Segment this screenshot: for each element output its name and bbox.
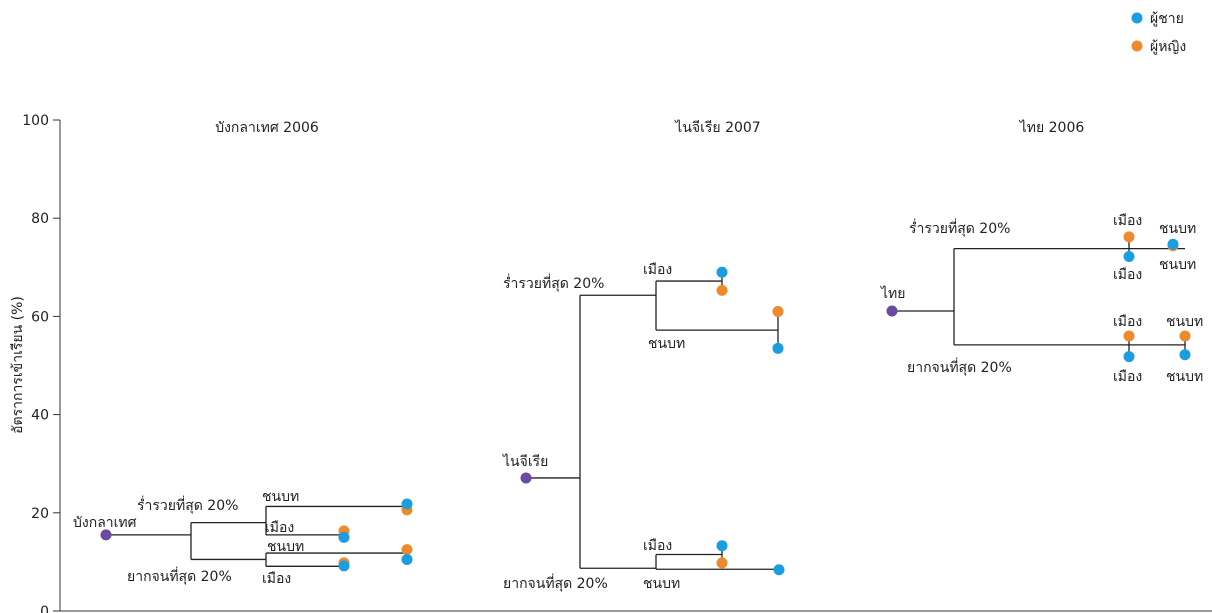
male-point — [1179, 349, 1191, 361]
sub-label-ng-rich-urban: เมือง — [643, 262, 672, 278]
female-point — [716, 284, 728, 296]
male-point — [338, 531, 350, 543]
y-tick-label: 60 — [31, 309, 49, 325]
sub-label-th-rich-urban-male: เมือง — [1113, 267, 1142, 283]
panel-title-bangladesh: บังกลาเทศ 2006 — [215, 120, 319, 136]
root-label-thailand: ไทย — [880, 285, 905, 302]
y-tick-label: 0 — [40, 604, 49, 613]
sub-label-ng-poor-urban: เมือง — [643, 538, 672, 554]
y-axis: 0 20 40 60 80 100 อัตราการเข้าเรียน (%) — [10, 113, 1212, 613]
female-point — [1123, 330, 1135, 342]
male-point — [401, 498, 413, 510]
group-label-bd-poorest: ยากจนที่สุด 20% — [127, 567, 232, 585]
female-point — [1123, 231, 1135, 243]
panel-title-nigeria: ไนจีเรีย 2007 — [674, 119, 760, 136]
root-point — [520, 472, 532, 484]
sub-label-bd-poor-rural: ชนบท — [267, 539, 304, 555]
male-point — [338, 560, 350, 572]
panel-title-thailand: ไทย 2006 — [1019, 119, 1085, 136]
legend-male-label: ผู้ชาย — [1150, 11, 1184, 27]
male-point — [401, 553, 413, 565]
sub-label-th-poor-urban-female: เมือง — [1113, 314, 1142, 330]
male-point — [772, 342, 784, 354]
male-point — [716, 266, 728, 278]
panel-bangladesh-labels: บังกลาเทศ ร่ำรวยที่สุด 20% ยากจนที่สุด 2… — [73, 489, 304, 587]
male-point — [1167, 238, 1179, 250]
panel-nigeria-labels: ไนจีเรีย ร่ำรวยที่สุด 20% ยากจนที่สุด 20… — [502, 262, 685, 592]
group-label-bd-richest: ร่ำรวยที่สุด 20% — [137, 496, 238, 514]
sub-label-th-poor-rural-top: ชนบท — [1166, 314, 1203, 330]
legend-female-label: ผู้หญิง — [1150, 39, 1186, 55]
male-point — [773, 564, 785, 576]
sub-label-th-poor-rural-bottom: ชนบท — [1166, 369, 1203, 385]
sub-label-th-rich-rural-bottom: ชนบท — [1159, 257, 1196, 273]
sub-label-bd-rich-rural: ชนบท — [262, 489, 299, 505]
y-tick-label: 40 — [31, 408, 49, 424]
legend-female-marker — [1131, 40, 1143, 52]
legend: ผู้ชาย ผู้หญิง — [1131, 11, 1186, 55]
root-label-bangladesh: บังกลาเทศ — [73, 515, 137, 531]
male-point — [716, 540, 728, 552]
y-tick-label: 80 — [31, 211, 49, 227]
root-point — [100, 529, 112, 541]
female-point — [716, 557, 728, 569]
sub-label-th-rich-rural-top: ชนบท — [1159, 221, 1196, 237]
group-label-ng-poorest: ยากจนที่สุด 20% — [503, 574, 608, 592]
panel-thailand-labels: ไทย ร่ำรวยที่สุด 20% ยากจนที่สุด 20% เมื… — [880, 213, 1203, 385]
sub-label-ng-rich-rural: ชนบท — [648, 336, 685, 352]
male-point — [1123, 351, 1135, 363]
group-label-ng-richest: ร่ำรวยที่สุด 20% — [503, 274, 604, 292]
female-point — [401, 544, 413, 556]
sub-label-bd-poor-urban: เมือง — [262, 571, 291, 587]
root-point — [886, 305, 898, 317]
y-axis-label: อัตราการเข้าเรียน (%) — [10, 296, 26, 434]
group-label-th-poorest: ยากจนที่สุด 20% — [907, 358, 1012, 376]
y-tick-label: 20 — [31, 506, 49, 522]
sub-label-bd-rich-urban: เมือง — [265, 520, 294, 536]
legend-male-marker — [1131, 12, 1143, 24]
tree-points — [100, 231, 1191, 576]
male-point — [1123, 250, 1135, 262]
root-label-nigeria: ไนจีเรีย — [502, 453, 548, 470]
sub-label-ng-poor-rural: ชนบท — [643, 576, 680, 592]
sub-label-th-rich-urban-female: เมือง — [1113, 213, 1142, 229]
female-point — [772, 305, 784, 317]
y-tick-label: 100 — [22, 113, 49, 129]
group-label-th-richest: ร่ำรวยที่สุด 20% — [909, 219, 1010, 237]
female-point — [1179, 330, 1191, 342]
sub-label-th-poor-urban-male: เมือง — [1113, 369, 1142, 385]
